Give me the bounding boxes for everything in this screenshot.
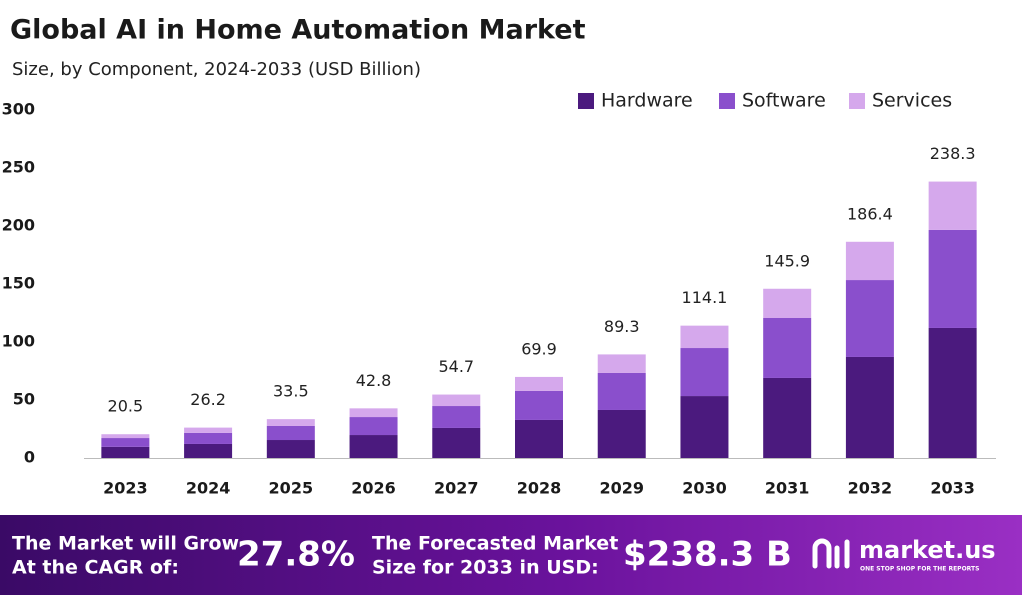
bar-segment: [266, 425, 315, 441]
bar-segment: [928, 327, 977, 458]
total-label: 145.9: [764, 251, 810, 270]
bar-segment: [763, 377, 812, 458]
x-tick-label: 2032: [848, 479, 893, 498]
bar-segment: [349, 417, 398, 436]
x-tick-label: 2030: [682, 479, 727, 498]
total-label: 54.7: [438, 357, 474, 376]
bar-segment: [184, 427, 233, 433]
legend-label: Services: [872, 90, 952, 112]
x-tick-label: 2026: [351, 479, 396, 498]
legend-swatch: [719, 93, 735, 109]
x-tick-label: 2024: [186, 479, 231, 498]
forecast-text: The Forecasted Market: [372, 533, 618, 555]
legend-swatch: [578, 93, 594, 109]
bar-segment: [680, 348, 729, 397]
cagr-text: The Market will Grow: [12, 533, 239, 555]
total-label: 69.9: [521, 339, 557, 358]
x-tick-label: 2029: [599, 479, 644, 498]
bar-segment: [184, 432, 233, 444]
y-tick-label: 100: [2, 332, 35, 351]
bar-segment: [597, 372, 646, 410]
x-tick-label: 2028: [517, 479, 562, 498]
bar-segment: [349, 435, 398, 458]
bar-segment: [432, 427, 481, 458]
bar-segment: [763, 317, 812, 378]
total-label: 114.1: [682, 288, 728, 307]
y-tick-label: 250: [2, 158, 35, 177]
tagline: ONE STOP SHOP FOR THE REPORTS: [860, 566, 979, 573]
x-tick-label: 2033: [930, 479, 975, 498]
bar-segment: [515, 376, 563, 391]
cagr-value: 27.8%: [237, 535, 355, 575]
total-label: 186.4: [847, 204, 893, 223]
y-tick-label: 150: [2, 274, 35, 293]
bar-segment: [349, 408, 398, 418]
bar-segment: [266, 440, 315, 458]
y-tick-label: 300: [2, 100, 35, 119]
forecast-value: $238.3 B: [623, 535, 792, 575]
bar-segment: [845, 241, 894, 281]
brand: market.us: [859, 536, 996, 564]
chart-subtitle: Size, by Component, 2024-2033 (USD Billi…: [12, 59, 421, 80]
bar-segment: [515, 390, 563, 420]
bar-segment: [928, 229, 977, 328]
bar-segment: [680, 325, 729, 349]
bar-segment: [928, 181, 977, 230]
bar-segment: [597, 409, 646, 458]
bar-segment: [101, 438, 150, 447]
bar-segment: [845, 280, 894, 357]
total-label: 26.2: [190, 390, 226, 409]
banner: [0, 515, 1022, 595]
bar-segment: [266, 419, 315, 426]
total-label: 33.5: [273, 382, 309, 401]
x-tick-label: 2031: [765, 479, 810, 498]
bar-segment: [432, 394, 481, 407]
total-label: 20.5: [108, 397, 144, 416]
bar-segment: [763, 288, 812, 318]
legend-swatch: [849, 93, 865, 109]
bar-segment: [845, 356, 894, 458]
y-tick-label: 200: [2, 216, 35, 235]
bar-segment: [184, 443, 233, 458]
total-label: 89.3: [604, 317, 640, 336]
bar-segment: [101, 434, 150, 439]
bar-segment: [101, 446, 150, 458]
bar-segment: [680, 396, 729, 458]
total-label: 42.8: [356, 371, 392, 390]
bar-segment: [515, 419, 563, 458]
y-tick-label: 50: [13, 390, 35, 409]
x-tick-label: 2025: [269, 479, 314, 498]
chart-title: Global AI in Home Automation Market: [10, 15, 586, 46]
y-tick-label: 0: [24, 448, 35, 467]
cagr-text: At the CAGR of:: [12, 557, 179, 579]
logo-icon: [812, 538, 850, 569]
total-label: 238.3: [930, 144, 976, 163]
bar-segment: [597, 354, 646, 373]
forecast-text: Size for 2033 in USD:: [372, 557, 599, 579]
x-tick-label: 2027: [434, 479, 479, 498]
legend-label: Software: [742, 90, 826, 112]
x-tick-label: 2023: [103, 479, 148, 498]
bar-segment: [432, 406, 481, 428]
legend-label: Hardware: [601, 90, 693, 112]
